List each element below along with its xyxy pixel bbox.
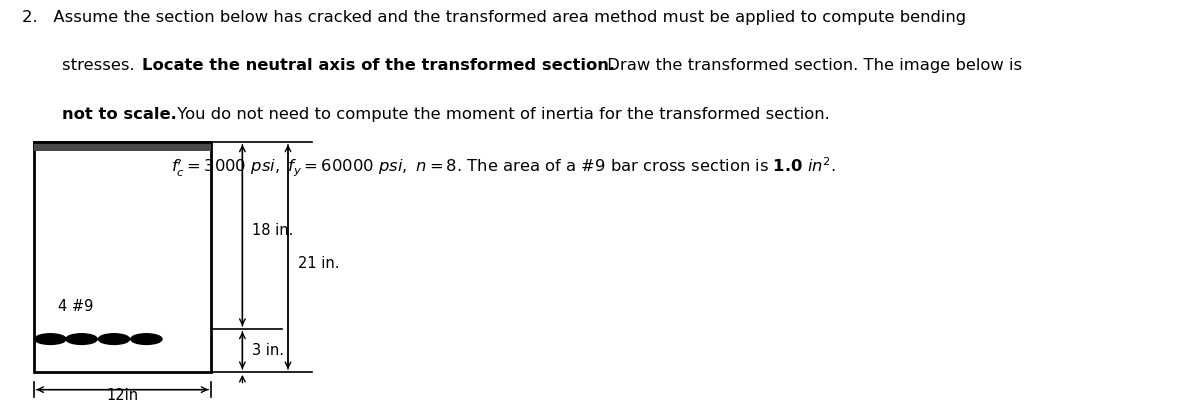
Text: 18 in.: 18 in.: [252, 223, 293, 238]
Text: 3 in.: 3 in.: [252, 343, 284, 358]
Text: Draw the transformed section. The image below is: Draw the transformed section. The image …: [602, 58, 1022, 73]
Circle shape: [131, 334, 162, 344]
Bar: [34, 142, 211, 372]
Circle shape: [66, 334, 97, 344]
Circle shape: [35, 334, 66, 344]
Bar: [34, 142, 211, 151]
Text: 4 #9: 4 #9: [58, 299, 92, 314]
Circle shape: [98, 334, 130, 344]
Text: 21 in.: 21 in.: [298, 256, 340, 270]
Text: Locate the neutral axis of the transformed section.: Locate the neutral axis of the transform…: [142, 58, 614, 73]
Text: You do not need to compute the moment of inertia for the transformed section.: You do not need to compute the moment of…: [172, 107, 829, 122]
Text: $f_c^{\prime} = 3000\ \mathit{psi},\ f_y = 60000\ \mathit{psi},\ n = 8$. The are: $f_c^{\prime} = 3000\ \mathit{psi},\ f_y…: [172, 155, 836, 179]
Text: 2.   Assume the section below has cracked and the transformed area method must b: 2. Assume the section below has cracked …: [22, 10, 966, 25]
Text: not to scale.: not to scale.: [62, 107, 178, 122]
Text: 12in: 12in: [107, 388, 138, 403]
Text: stresses.: stresses.: [62, 58, 140, 73]
